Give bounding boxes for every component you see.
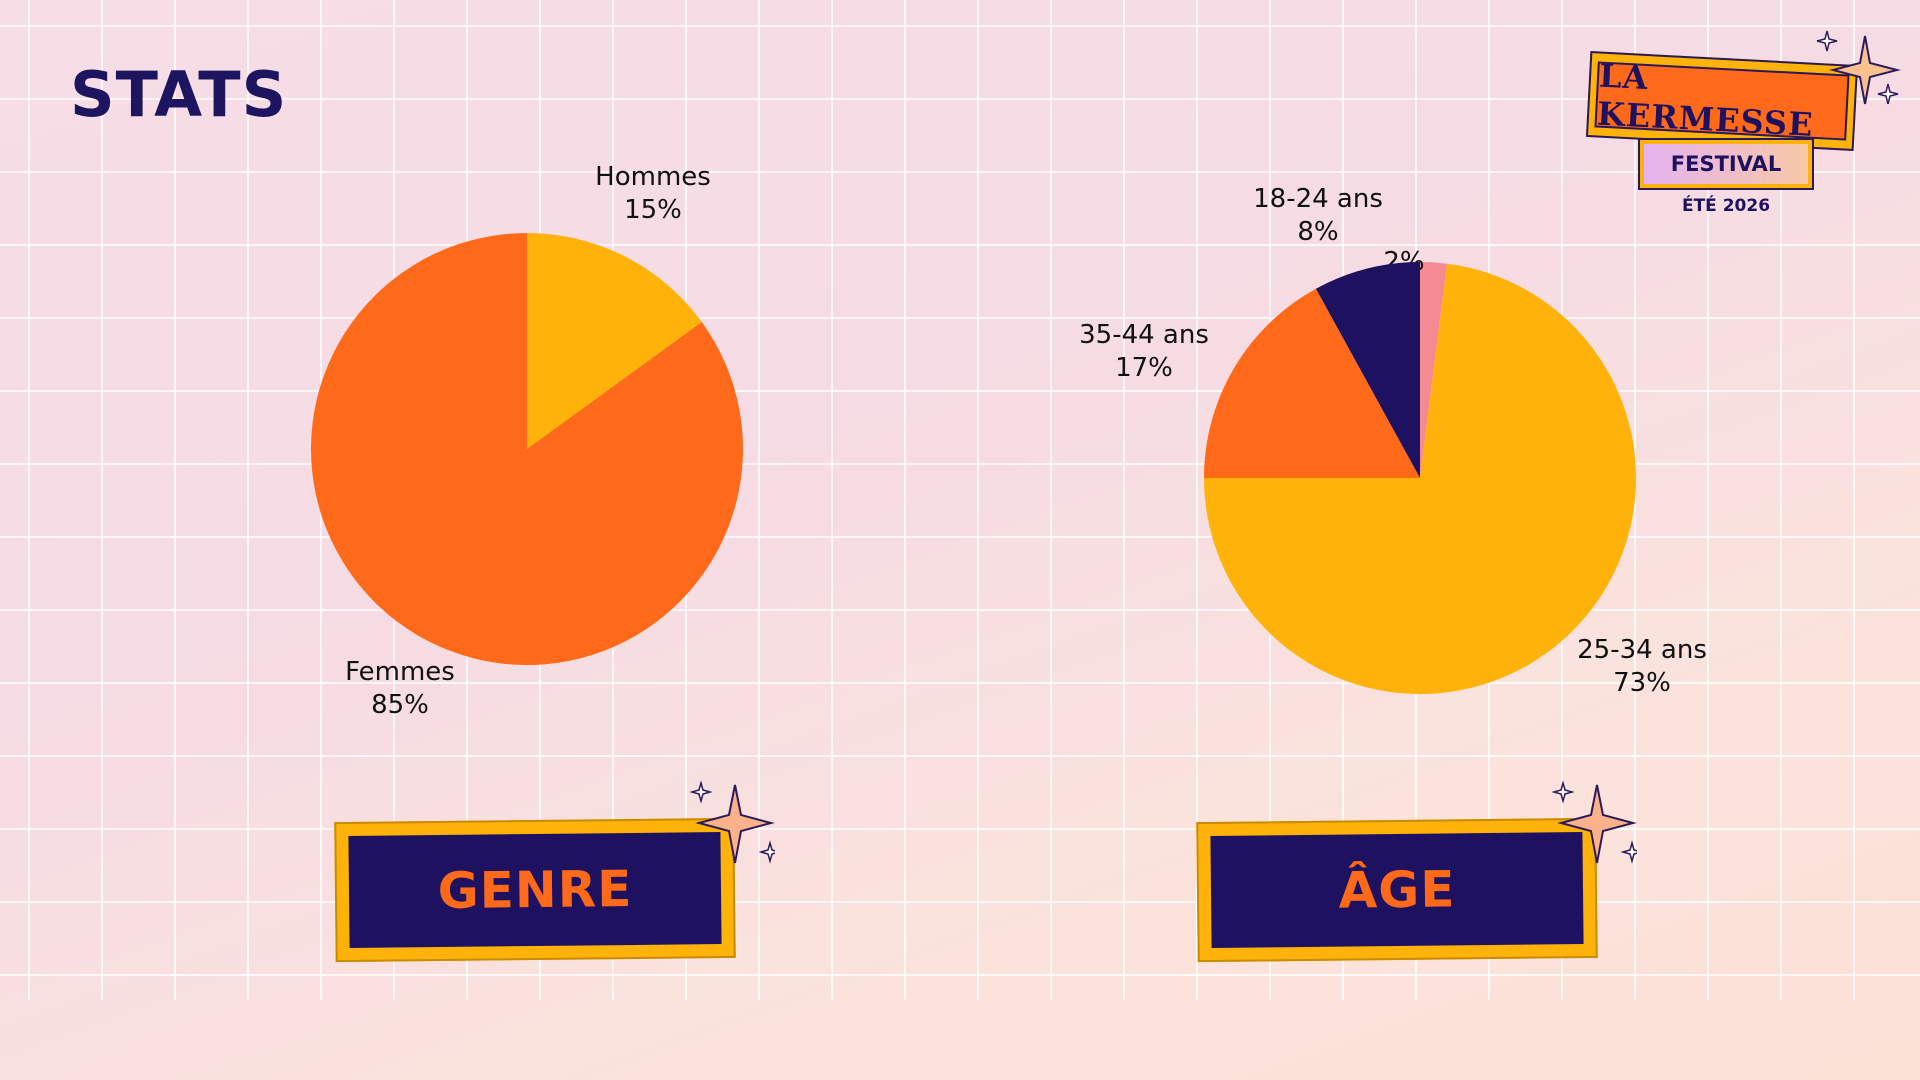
age-badge-label: ÂGE xyxy=(1338,860,1456,920)
pie-slice-25-34-ans xyxy=(1204,263,1637,695)
slice-label: 25-34 ans 73% xyxy=(1577,635,1707,698)
slice-category-label: Femmes xyxy=(345,657,455,687)
logo-sparkle-icon xyxy=(1829,35,1901,105)
pie-slice-35-44-ans xyxy=(1204,288,1420,478)
gender-pie-chart: Hommes 15% Femmes 85% xyxy=(311,162,744,720)
logo-subtitle: FESTIVAL xyxy=(1670,152,1782,176)
slice-category-label: 35-44 ans xyxy=(1079,320,1209,350)
pie-slice-femmes xyxy=(311,233,744,665)
pie-slice-18-24-ans xyxy=(1315,262,1420,478)
slice-label: Femmes 85% xyxy=(345,657,455,720)
slice-label: 35-44 ans 17% xyxy=(1079,320,1209,383)
logo-festival-box: FESTIVAL xyxy=(1644,144,1808,184)
age-pie-chart: 2%25-34 ans 73%35-44 ans 17%18-24 ans 8% xyxy=(1079,184,1707,698)
slice-label: Hommes 15% xyxy=(595,162,711,225)
slice-category-label: Hommes xyxy=(595,162,711,192)
logo-date: ÉTÉ 2026 xyxy=(1681,196,1771,216)
slice-label: 18-24 ans 8% xyxy=(1253,184,1383,247)
age-sparkle-icon xyxy=(1551,780,1637,864)
pie-slice-hommes xyxy=(527,233,702,449)
slice-value-label: 17% xyxy=(1115,353,1173,383)
slice-category-label: 25-34 ans xyxy=(1577,635,1707,665)
festival-logo: LA KERMESSE FESTIVAL ÉTÉ 2026 xyxy=(1580,30,1901,230)
page-title: STATS xyxy=(70,58,288,131)
pie-slice-other xyxy=(1420,262,1448,478)
genre-sparkle-icon xyxy=(689,780,775,864)
genre-badge-label: GENRE xyxy=(437,859,633,921)
slice-value-label: 15% xyxy=(624,195,682,225)
small-sparkle-icon xyxy=(1816,30,1838,52)
slice-value-label: 8% xyxy=(1297,217,1338,247)
slice-value-label: 73% xyxy=(1613,668,1671,698)
slice-category-label: 18-24 ans xyxy=(1253,184,1383,214)
slice-value-label: 85% xyxy=(371,690,429,720)
small-sparkle-icon xyxy=(1877,83,1899,105)
